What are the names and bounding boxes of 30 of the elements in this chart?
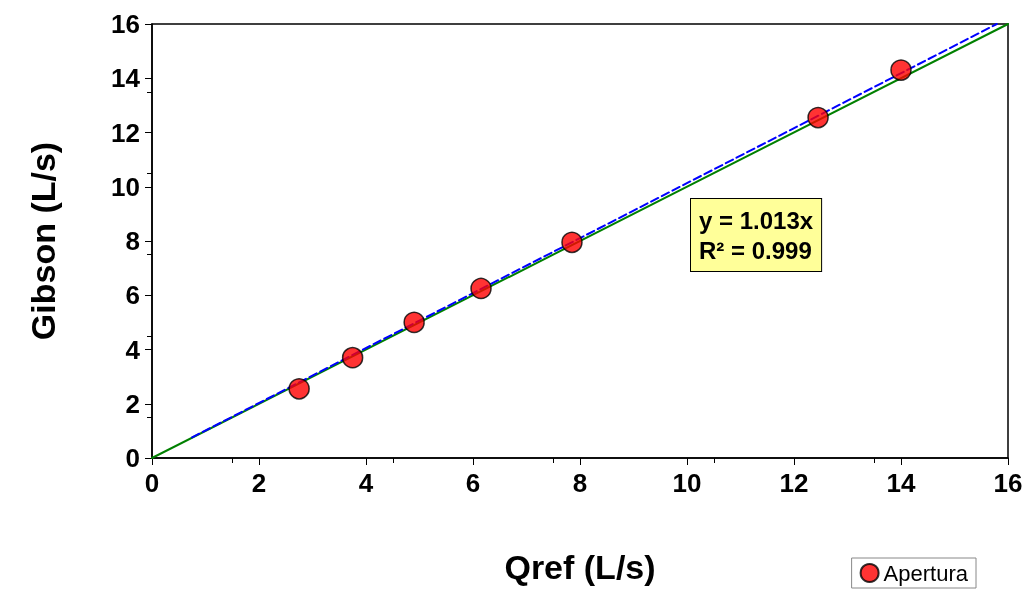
x-tick-label: 10 — [672, 468, 702, 498]
x-tick-label: 12 — [779, 468, 809, 498]
y-tick-label: 2 — [125, 388, 140, 419]
point — [890, 59, 912, 81]
y-axis-title: Gibson (L/s) — [24, 141, 62, 341]
y-tick-label: 0 — [125, 443, 140, 473]
y-tick-label: 12 — [111, 117, 140, 148]
x-tick-label: 4 — [358, 468, 374, 498]
point — [807, 106, 829, 129]
point — [561, 231, 583, 254]
x-tick-label: 8 — [572, 468, 588, 498]
x-tick-label: 6 — [465, 468, 481, 498]
point — [470, 277, 492, 300]
point — [403, 311, 425, 334]
x-tick-label: 0 — [144, 468, 160, 498]
annotation: R² = 0.999 — [699, 236, 812, 264]
x-tick-label: 16 — [993, 468, 1023, 498]
y-tick-label: 4 — [125, 334, 141, 365]
y-tick-label: 14 — [111, 63, 141, 94]
x-axis-title: Qref (L/s) — [504, 548, 656, 586]
y-tick-label: 16 — [111, 9, 140, 39]
legend-label: Apertura — [883, 560, 969, 586]
x-tick-label: 2 — [251, 468, 267, 498]
point — [288, 378, 310, 400]
point — [341, 346, 364, 369]
y-tick-label: 8 — [125, 226, 140, 256]
y-tick-label: 10 — [111, 171, 140, 202]
x-tick-label: 14 — [886, 468, 916, 498]
y-tick-label: 6 — [125, 280, 140, 311]
annotation: y = 1.013x — [699, 206, 814, 234]
